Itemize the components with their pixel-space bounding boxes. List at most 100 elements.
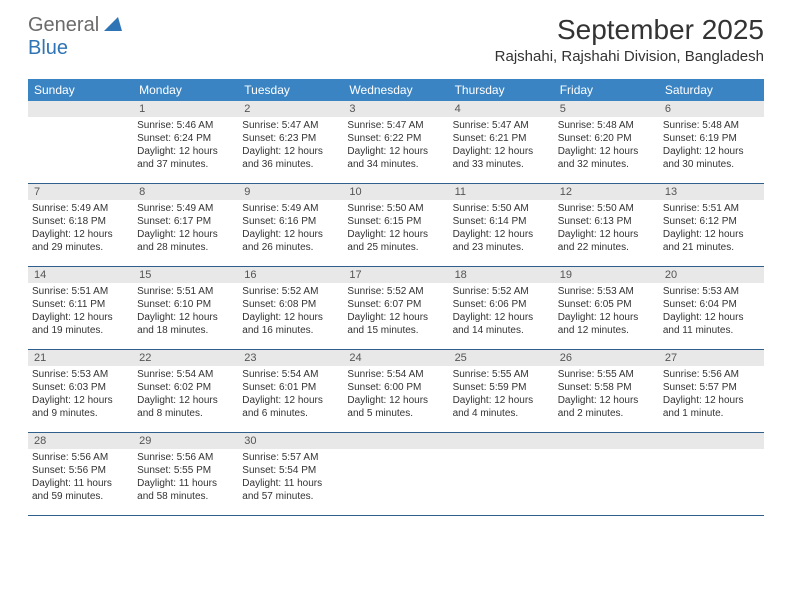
sunset-text: Sunset: 6:16 PM [242,215,339,228]
sunrise-text: Sunrise: 5:49 AM [32,202,129,215]
day-number: 1 [133,101,238,117]
day-number: 17 [343,267,448,283]
day-body: Sunrise: 5:54 AMSunset: 6:01 PMDaylight:… [238,366,343,424]
day-number: 24 [343,350,448,366]
daylight-text: Daylight: 12 hours and 25 minutes. [347,228,444,254]
day-number: 22 [133,350,238,366]
day-cell: 11Sunrise: 5:50 AMSunset: 6:14 PMDayligh… [449,184,554,266]
day-number: 30 [238,433,343,449]
daylight-text: Daylight: 12 hours and 23 minutes. [453,228,550,254]
day-cell: 29Sunrise: 5:56 AMSunset: 5:55 PMDayligh… [133,433,238,515]
sunset-text: Sunset: 5:56 PM [32,464,129,477]
week-row: 7Sunrise: 5:49 AMSunset: 6:18 PMDaylight… [28,184,764,267]
logo: General Blue [28,14,126,60]
sunrise-text: Sunrise: 5:46 AM [137,119,234,132]
day-cell: 30Sunrise: 5:57 AMSunset: 5:54 PMDayligh… [238,433,343,515]
day-body: Sunrise: 5:51 AMSunset: 6:10 PMDaylight:… [133,283,238,341]
sunset-text: Sunset: 6:05 PM [558,298,655,311]
sunrise-text: Sunrise: 5:53 AM [663,285,760,298]
day-cell [449,433,554,515]
day-body: Sunrise: 5:50 AMSunset: 6:15 PMDaylight:… [343,200,448,258]
day-body: Sunrise: 5:52 AMSunset: 6:08 PMDaylight:… [238,283,343,341]
sunrise-text: Sunrise: 5:51 AM [32,285,129,298]
daylight-text: Daylight: 12 hours and 8 minutes. [137,394,234,420]
day-number: 21 [28,350,133,366]
day-cell: 23Sunrise: 5:54 AMSunset: 6:01 PMDayligh… [238,350,343,432]
sunrise-text: Sunrise: 5:53 AM [558,285,655,298]
day-body: Sunrise: 5:56 AMSunset: 5:55 PMDaylight:… [133,449,238,507]
day-number: 20 [659,267,764,283]
day-number: 18 [449,267,554,283]
day-body [554,449,659,513]
sunrise-text: Sunrise: 5:52 AM [242,285,339,298]
sunrise-text: Sunrise: 5:47 AM [347,119,444,132]
day-cell: 24Sunrise: 5:54 AMSunset: 6:00 PMDayligh… [343,350,448,432]
day-cell: 6Sunrise: 5:48 AMSunset: 6:19 PMDaylight… [659,101,764,183]
sunset-text: Sunset: 6:02 PM [137,381,234,394]
sunrise-text: Sunrise: 5:56 AM [663,368,760,381]
day-cell: 9Sunrise: 5:49 AMSunset: 6:16 PMDaylight… [238,184,343,266]
daylight-text: Daylight: 12 hours and 12 minutes. [558,311,655,337]
day-number: 6 [659,101,764,117]
day-number: 7 [28,184,133,200]
sunset-text: Sunset: 6:22 PM [347,132,444,145]
day-cell: 10Sunrise: 5:50 AMSunset: 6:15 PMDayligh… [343,184,448,266]
day-cell: 15Sunrise: 5:51 AMSunset: 6:10 PMDayligh… [133,267,238,349]
day-body: Sunrise: 5:55 AMSunset: 5:58 PMDaylight:… [554,366,659,424]
daylight-text: Daylight: 12 hours and 21 minutes. [663,228,760,254]
day-number: 9 [238,184,343,200]
daylight-text: Daylight: 12 hours and 28 minutes. [137,228,234,254]
daylight-text: Daylight: 12 hours and 9 minutes. [32,394,129,420]
day-number [449,433,554,449]
sunset-text: Sunset: 5:57 PM [663,381,760,394]
sunrise-text: Sunrise: 5:51 AM [663,202,760,215]
daylight-text: Daylight: 12 hours and 34 minutes. [347,145,444,171]
sunrise-text: Sunrise: 5:52 AM [347,285,444,298]
sunrise-text: Sunrise: 5:51 AM [137,285,234,298]
day-body: Sunrise: 5:47 AMSunset: 6:23 PMDaylight:… [238,117,343,175]
day-cell: 27Sunrise: 5:56 AMSunset: 5:57 PMDayligh… [659,350,764,432]
day-body [659,449,764,513]
day-cell [28,101,133,183]
day-number: 4 [449,101,554,117]
day-body: Sunrise: 5:57 AMSunset: 5:54 PMDaylight:… [238,449,343,507]
daylight-text: Daylight: 11 hours and 58 minutes. [137,477,234,503]
day-cell: 5Sunrise: 5:48 AMSunset: 6:20 PMDaylight… [554,101,659,183]
day-cell: 17Sunrise: 5:52 AMSunset: 6:07 PMDayligh… [343,267,448,349]
sunrise-text: Sunrise: 5:55 AM [453,368,550,381]
day-number: 2 [238,101,343,117]
day-body: Sunrise: 5:50 AMSunset: 6:13 PMDaylight:… [554,200,659,258]
sunrise-text: Sunrise: 5:47 AM [453,119,550,132]
day-cell: 21Sunrise: 5:53 AMSunset: 6:03 PMDayligh… [28,350,133,432]
sunset-text: Sunset: 6:24 PM [137,132,234,145]
sunset-text: Sunset: 6:03 PM [32,381,129,394]
daylight-text: Daylight: 12 hours and 16 minutes. [242,311,339,337]
sunset-text: Sunset: 5:54 PM [242,464,339,477]
day-header: Wednesday [343,79,448,101]
sunset-text: Sunset: 6:15 PM [347,215,444,228]
day-header-row: SundayMondayTuesdayWednesdayThursdayFrid… [28,79,764,101]
day-body: Sunrise: 5:52 AMSunset: 6:06 PMDaylight:… [449,283,554,341]
week-row: 21Sunrise: 5:53 AMSunset: 6:03 PMDayligh… [28,350,764,433]
sunrise-text: Sunrise: 5:54 AM [137,368,234,381]
sunset-text: Sunset: 6:20 PM [558,132,655,145]
day-body [343,449,448,513]
sunrise-text: Sunrise: 5:48 AM [558,119,655,132]
sunset-text: Sunset: 6:12 PM [663,215,760,228]
day-header: Thursday [449,79,554,101]
sunrise-text: Sunrise: 5:52 AM [453,285,550,298]
logo-sail-icon [104,17,126,31]
sunset-text: Sunset: 6:17 PM [137,215,234,228]
day-cell: 3Sunrise: 5:47 AMSunset: 6:22 PMDaylight… [343,101,448,183]
daylight-text: Daylight: 12 hours and 30 minutes. [663,145,760,171]
sunrise-text: Sunrise: 5:55 AM [558,368,655,381]
day-cell [554,433,659,515]
day-body: Sunrise: 5:49 AMSunset: 6:16 PMDaylight:… [238,200,343,258]
day-number: 13 [659,184,764,200]
day-body: Sunrise: 5:56 AMSunset: 5:57 PMDaylight:… [659,366,764,424]
day-number: 16 [238,267,343,283]
day-number: 23 [238,350,343,366]
day-number: 12 [554,184,659,200]
daylight-text: Daylight: 12 hours and 15 minutes. [347,311,444,337]
day-body: Sunrise: 5:55 AMSunset: 5:59 PMDaylight:… [449,366,554,424]
